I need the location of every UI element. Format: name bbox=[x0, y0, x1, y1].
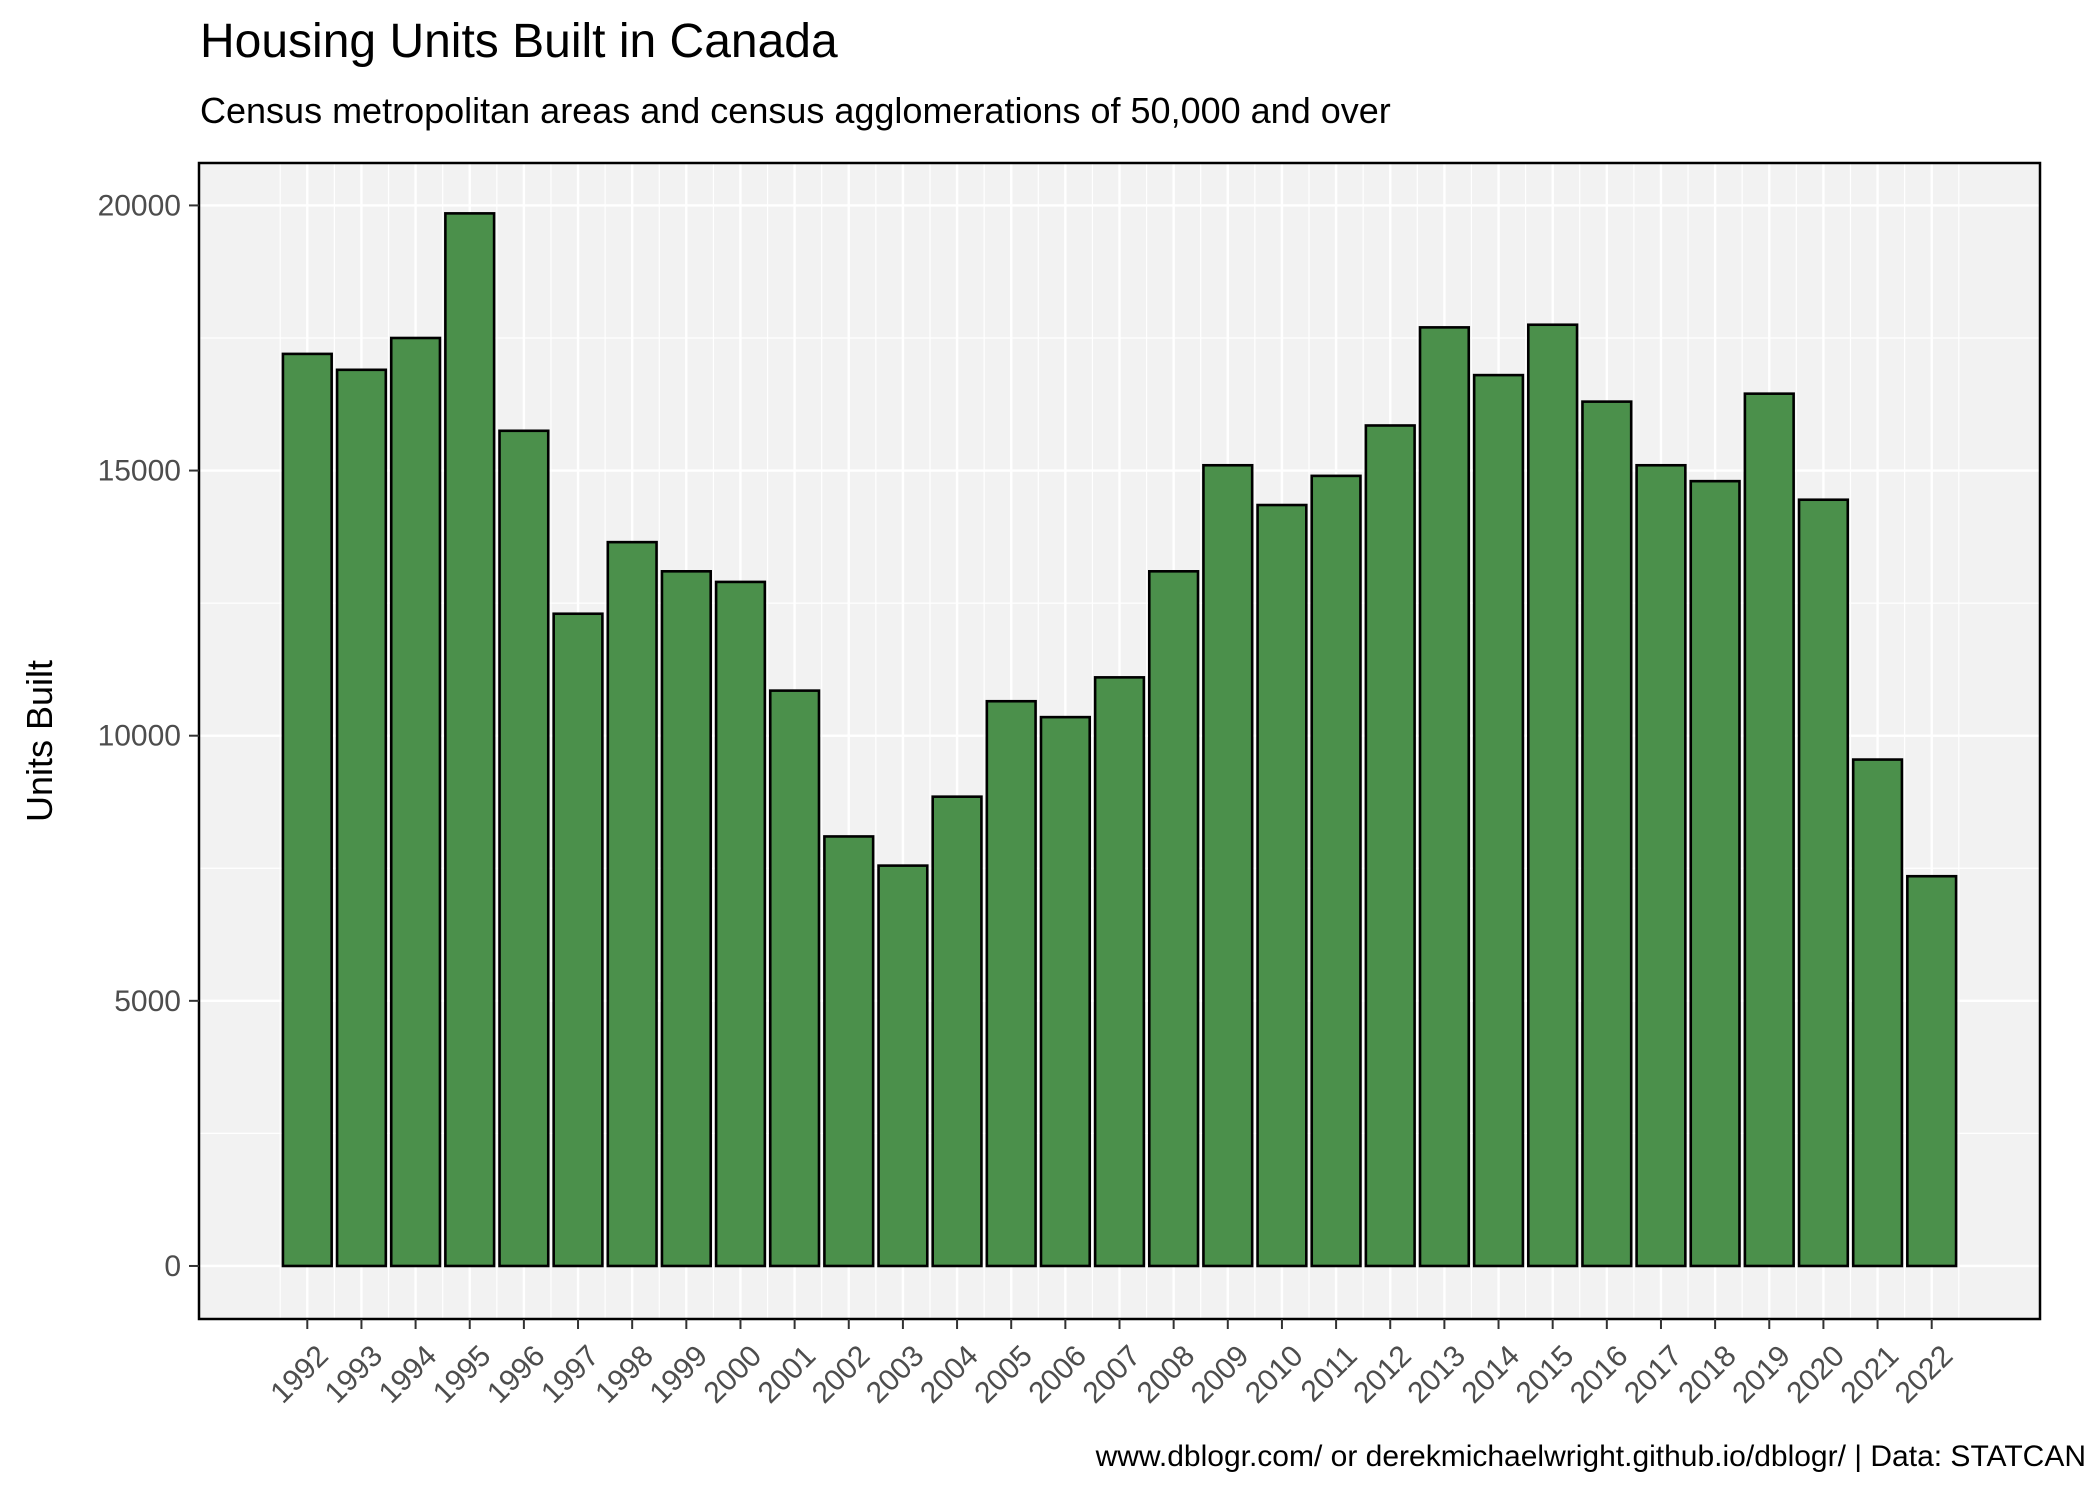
x-tick-label: 2021 bbox=[1835, 1339, 1906, 1410]
bar-2000 bbox=[714, 580, 767, 1268]
bar-2019 bbox=[1743, 392, 1795, 1268]
chart-caption: www.dblogr.com/ or derekmichaelwright.gi… bbox=[1095, 1440, 2086, 1473]
bar-2016 bbox=[1581, 400, 1633, 1268]
chart-subtitle: Census metropolitan areas and census agg… bbox=[200, 90, 1391, 131]
bar-2010 bbox=[1256, 503, 1308, 1268]
x-tick-label: 2016 bbox=[1564, 1339, 1635, 1410]
x-tick-label: 1997 bbox=[535, 1339, 606, 1410]
bar-1997 bbox=[552, 612, 604, 1268]
x-tick-label: 2020 bbox=[1781, 1339, 1852, 1410]
bar-1998 bbox=[606, 540, 658, 1268]
x-tick-label: 2010 bbox=[1239, 1339, 1310, 1410]
y-axis: 0 5000 10000 15000 20000 bbox=[98, 189, 199, 1283]
x-tick-label: 2015 bbox=[1510, 1339, 1581, 1410]
bar-2004 bbox=[931, 795, 983, 1268]
x-tick-label: 2012 bbox=[1347, 1339, 1418, 1410]
bar-2013 bbox=[1418, 326, 1471, 1268]
x-tick-label: 2011 bbox=[1295, 1339, 1364, 1408]
y-tick-label: 20000 bbox=[98, 189, 181, 222]
x-tick-label: 1995 bbox=[427, 1339, 498, 1410]
x-tick-label: 1996 bbox=[481, 1339, 552, 1410]
y-tick-label: 0 bbox=[164, 1250, 181, 1283]
bar-2003 bbox=[877, 864, 929, 1268]
x-tick-label: 2000 bbox=[698, 1339, 769, 1410]
x-tick-label: 2009 bbox=[1185, 1339, 1256, 1410]
x-tick-label: 1999 bbox=[643, 1339, 714, 1410]
x-tick-label: 1992 bbox=[264, 1339, 335, 1410]
bar-1999 bbox=[660, 570, 712, 1268]
bars bbox=[281, 212, 1958, 1268]
x-tick-label: 2013 bbox=[1402, 1339, 1473, 1410]
x-tick-label: 1998 bbox=[589, 1339, 660, 1410]
x-tick-label: 2018 bbox=[1672, 1339, 1743, 1410]
y-axis-title: Units Built bbox=[19, 660, 60, 822]
x-tick-label: 2019 bbox=[1726, 1339, 1797, 1410]
bar-2017 bbox=[1635, 463, 1687, 1268]
bar-1996 bbox=[498, 429, 550, 1268]
x-tick-label: 2004 bbox=[914, 1339, 985, 1410]
chart-title: Housing Units Built in Canada bbox=[200, 15, 838, 68]
bar-2007 bbox=[1093, 676, 1146, 1268]
bar-2001 bbox=[768, 689, 821, 1268]
bar-2011 bbox=[1310, 474, 1362, 1268]
bar-1992 bbox=[281, 352, 333, 1268]
bar-2014 bbox=[1472, 373, 1525, 1268]
bar-2012 bbox=[1364, 424, 1416, 1268]
bar-2009 bbox=[1202, 463, 1254, 1268]
bar-2018 bbox=[1689, 479, 1741, 1268]
x-tick-label: 1993 bbox=[319, 1339, 390, 1410]
x-tick-label: 2005 bbox=[968, 1339, 1039, 1410]
y-tick-label: 5000 bbox=[114, 985, 181, 1018]
bar-2006 bbox=[1039, 715, 1092, 1268]
x-tick-label: 2022 bbox=[1889, 1339, 1960, 1410]
y-tick-label: 15000 bbox=[98, 455, 181, 488]
x-tick-label: 2006 bbox=[1022, 1339, 1093, 1410]
bar-1995 bbox=[444, 212, 496, 1268]
bar-2015 bbox=[1527, 323, 1579, 1268]
bar-2022 bbox=[1906, 874, 1958, 1268]
y-tick-label: 10000 bbox=[98, 720, 181, 753]
x-tick-label: 2014 bbox=[1456, 1339, 1527, 1410]
x-axis: 1992199319941995199619971998199920002001… bbox=[264, 1319, 1959, 1410]
x-tick-label: 2008 bbox=[1131, 1339, 1202, 1410]
bar-2002 bbox=[823, 835, 875, 1268]
bar-2020 bbox=[1797, 498, 1850, 1268]
x-tick-label: 2017 bbox=[1618, 1339, 1689, 1410]
bar-2008 bbox=[1147, 570, 1200, 1268]
x-tick-label: 2002 bbox=[806, 1339, 877, 1410]
bar-1993 bbox=[335, 368, 388, 1268]
bar-1994 bbox=[389, 336, 442, 1268]
bar-2021 bbox=[1851, 758, 1904, 1268]
bar-2005 bbox=[985, 699, 1037, 1268]
x-tick-label: 2001 bbox=[752, 1339, 823, 1410]
x-tick-label: 2007 bbox=[1077, 1339, 1148, 1410]
x-tick-label: 2003 bbox=[860, 1339, 931, 1410]
x-tick-label: 1994 bbox=[373, 1339, 444, 1410]
